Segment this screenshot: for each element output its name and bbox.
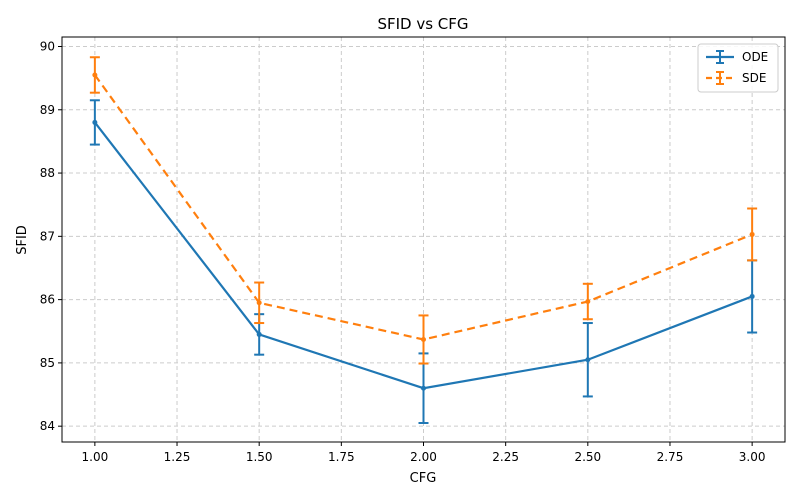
- y-tick-label: 90: [40, 39, 55, 53]
- series-layer: [89, 56, 758, 425]
- x-tick-label: 2.50: [574, 450, 601, 464]
- data-point: [421, 385, 426, 391]
- data-point: [421, 336, 426, 342]
- x-tick-label: 1.00: [82, 450, 109, 464]
- x-tick-label: 1.75: [328, 450, 355, 464]
- data-point: [749, 293, 755, 299]
- data-point: [256, 331, 262, 337]
- data-point: [92, 72, 98, 78]
- x-tick-label: 2.25: [492, 450, 519, 464]
- x-tick-label: 1.50: [246, 450, 273, 464]
- data-point: [92, 119, 98, 125]
- ticks: 1.00 1.25 1.50 1.75 2.00 2.25 2.50 2.75 3.00 84 85…: [40, 39, 766, 464]
- x-tick-label: 2.75: [657, 450, 684, 464]
- x-tick-label: 2.00: [410, 450, 437, 464]
- y-tick-label: 84: [40, 419, 55, 433]
- y-axis-title: SFID: [15, 225, 30, 255]
- data-point: [585, 299, 591, 305]
- x-tick-label: 3.00: [739, 450, 766, 464]
- y-tick-label: 85: [40, 356, 55, 370]
- legend-label: SDE: [742, 71, 766, 85]
- chart-title: SFID vs CFG: [377, 15, 468, 33]
- x-tick-label: 1.25: [164, 450, 191, 464]
- legend: ODE SDE: [697, 43, 779, 93]
- y-tick-label: 88: [40, 166, 55, 180]
- data-point: [749, 231, 755, 237]
- x-axis-title: CFG: [410, 471, 437, 486]
- y-tick-label: 86: [40, 293, 55, 307]
- legend-label: ODE: [742, 50, 768, 64]
- y-tick-label: 89: [40, 103, 55, 117]
- data-point: [585, 357, 591, 363]
- data-point: [256, 300, 262, 306]
- y-tick-label: 87: [40, 229, 55, 243]
